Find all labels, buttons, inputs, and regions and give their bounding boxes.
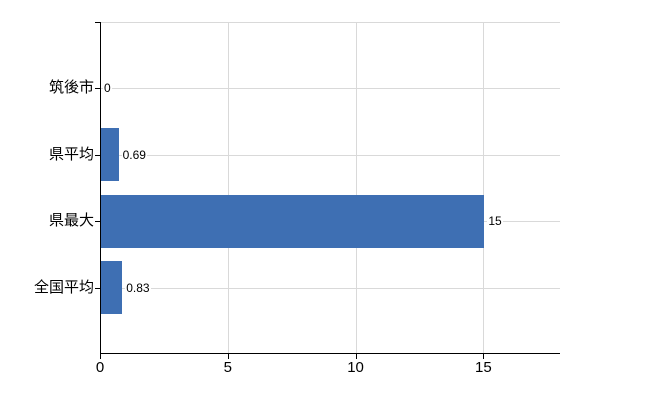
x-gridline bbox=[483, 22, 485, 353]
value-label: 15 bbox=[487, 213, 503, 229]
bar bbox=[101, 261, 123, 314]
y-gridline bbox=[100, 154, 560, 156]
x-gridline bbox=[227, 22, 229, 353]
x-tick-label: 0 bbox=[95, 359, 105, 376]
plot-top-border bbox=[100, 22, 560, 23]
category-label: 全国平均 bbox=[33, 278, 94, 296]
category-label: 筑後市 bbox=[48, 79, 94, 96]
category-label: 県平均 bbox=[48, 145, 94, 163]
y-tick bbox=[95, 88, 100, 89]
y-tick bbox=[95, 287, 100, 289]
x-tick-label: 15 bbox=[474, 359, 492, 376]
x-tick bbox=[355, 353, 357, 359]
x-tick bbox=[227, 353, 229, 359]
y-gridline bbox=[100, 88, 560, 89]
x-tick bbox=[483, 353, 485, 359]
x-gridline bbox=[355, 22, 357, 353]
value-label: 0.69 bbox=[121, 146, 147, 163]
x-tick-label: 10 bbox=[347, 359, 364, 376]
x-tick bbox=[100, 353, 101, 359]
x-axis bbox=[100, 353, 560, 354]
bar bbox=[101, 194, 485, 248]
value-label: 0.83 bbox=[125, 279, 151, 296]
y-gridline bbox=[100, 287, 560, 289]
y-axis-end-tick bbox=[95, 22, 100, 23]
y-tick bbox=[95, 154, 100, 156]
bar bbox=[101, 128, 119, 181]
value-label: 0 bbox=[103, 80, 112, 96]
x-tick-label: 5 bbox=[223, 359, 232, 376]
y-tick bbox=[95, 221, 100, 222]
y-axis bbox=[100, 22, 101, 354]
category-label: 県最大 bbox=[48, 212, 94, 229]
